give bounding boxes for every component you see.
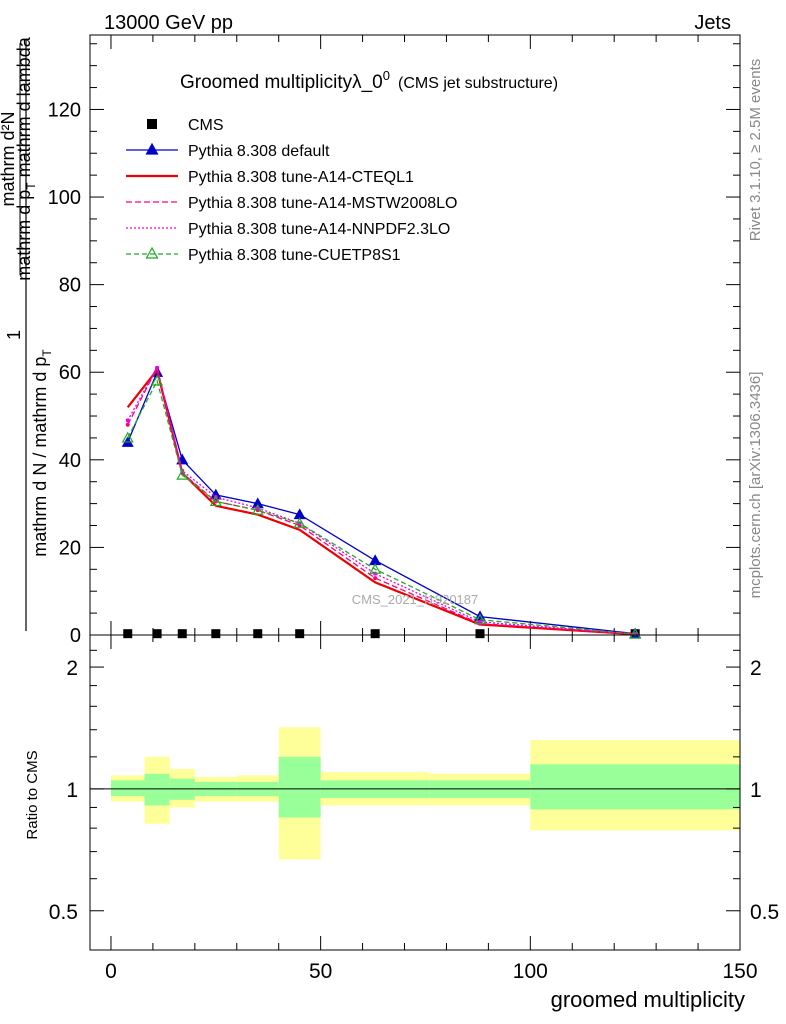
ylabel-inner-den-sub: T [24,182,38,190]
data-point-marker [177,629,187,639]
ratio-y-tick-label-right: 1 [750,779,762,802]
title-main: Groomed multiplicityλ_0 [180,72,383,93]
ratio-panel: 0.5 0.5 1 1 2 2 0 50 100 150 Ratio to CMS groomed… [24,634,779,1012]
main-y-axis-label: 1 mathrm d N / mathrm d pT mathrm d²N ma… [0,36,54,631]
x-tick-label: 100 [513,960,548,983]
ratio-y-tick-label: 2 [66,657,78,680]
legend-entry-label: CMS [188,117,224,134]
ratio-plot-frame [89,634,741,951]
data-point-marker [121,431,134,443]
data-point-marker [295,629,305,639]
main-plot-title: Groomed multiplicityλ_00 (CMS jet substru… [180,68,558,93]
legend: CMS Pythia 8.308 default Pythia 8.308 tune… [126,117,457,264]
header-jets-label: Jets [694,12,731,34]
ratio-y-tick-label: 0.5 [49,901,78,924]
header-energy-label: 13000 GeV pp [104,12,233,34]
rivet-version-label: Rivet 3.1.10, ≥ 2.5M events [747,59,764,242]
data-point-marker [370,629,380,639]
ylabel-inner-numerator: mathrm d²N [0,111,18,206]
legend-swatch-marker [147,119,157,129]
ratio-y-tick-label: 1 [66,779,78,802]
data-point-marker [475,629,485,639]
ylabel-den-text: mathrm d N / mathrm d p [30,357,50,557]
data-point-marker [152,629,162,639]
title-note: (CMS jet substructure) [398,75,558,92]
ratio-y-tick-label-right: 2 [750,657,762,680]
legend-entry-label: Pythia 8.308 default [188,143,330,160]
ylabel-inner-den-rest: mathrm d lambda [14,36,34,182]
legend-entry-label: Pythia 8.308 tune-A14-NNPDF2.3LO [188,221,450,238]
x-tick-label: 150 [722,960,757,983]
data-point-marker [251,503,264,515]
ratio-inner-band [144,773,170,806]
title-superscript: 0 [383,68,390,83]
x-tick-label: 0 [105,960,117,983]
data-point-marker [369,563,382,574]
y-tick-label: 100 [48,187,81,209]
series-line [127,379,636,635]
data-point-marker [125,418,130,423]
x-tick-label: 50 [309,960,332,983]
legend-entry-label: Pythia 8.308 tune-CUETP8S1 [188,247,401,264]
data-point-marker [209,495,222,507]
ratio-bands [90,727,740,860]
ylabel-inner-den-text: mathrm d p [14,190,34,281]
data-point-marker [125,422,130,427]
y-tick-label: 60 [59,362,81,384]
data-point-marker [253,629,263,639]
data-point-marker [176,468,189,480]
legend-entry-label: Pythia 8.308 tune-A14-CTEQL1 [188,169,414,186]
data-point-marker [478,619,482,624]
analysis-watermark: CMS_2021_I1920187 [352,592,479,607]
data-point-marker [211,629,221,639]
y-tick-label: 80 [59,275,81,297]
main-axis-ticks: 0 20 40 60 80 100 120 [48,35,741,647]
ratio-y-tick-label-right: 0.5 [750,901,779,924]
ratio-inner-band [278,756,321,818]
data-point-marker [473,610,487,622]
data-point-marker [123,629,133,639]
ylabel-den-sub: T [40,349,54,357]
data-point-marker [151,374,164,386]
legend-entry-label: Pythia 8.308 tune-A14-MSTW2008LO [188,195,457,212]
data-point-marker [155,365,160,370]
y-tick-label: 0 [70,625,81,647]
legend-swatch-marker [145,246,159,259]
y-tick-label: 40 [59,450,81,472]
data-point-marker [373,576,378,581]
ratio-inner-band [530,764,740,810]
y-tick-label: 20 [59,537,81,559]
ratio-axis-ticks: 0.5 0.5 1 1 2 2 0 50 100 150 [49,635,779,983]
ratio-y-axis-label: Ratio to CMS [24,750,41,839]
data-point-marker [473,613,487,625]
ylabel-fraction-denominator: mathrm d N / mathrm d pT [30,349,54,557]
data-point-marker [293,517,306,528]
legend-swatch-marker [145,142,159,155]
x-axis-label: groomed multiplicity [551,987,745,1012]
ylabel-inner-denominator: mathrm d pT mathrm d lambda [14,36,38,280]
data-point-marker [629,627,642,639]
mcplots-credit-label: mcplots.cern.ch [arXiv:1306.3436] [747,372,764,599]
main-panel: 0 20 40 60 80 100 120 CMS_2021_I1920187 Groome… [0,34,741,647]
y-tick-label: 120 [48,99,81,121]
ylabel-fraction-one: 1 [4,330,24,340]
ratio-inner-band [110,780,145,797]
